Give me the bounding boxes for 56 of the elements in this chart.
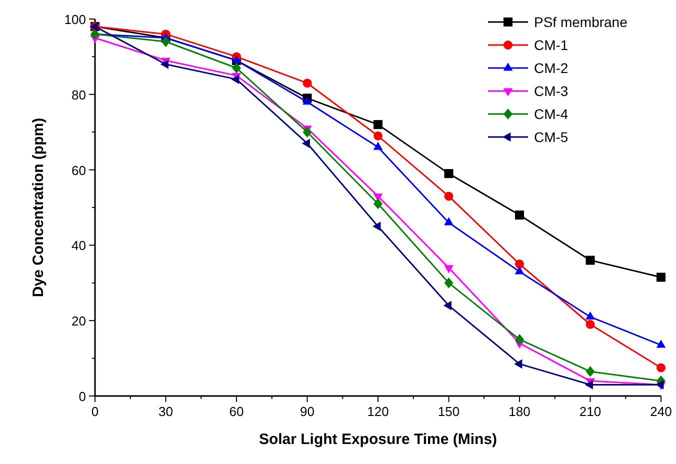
point: [374, 120, 382, 130]
y-tick-label: 80: [72, 87, 86, 102]
y-tick-label: 100: [64, 12, 86, 27]
x-tick-label: 150: [438, 404, 460, 419]
legend-label: CM-5: [534, 129, 568, 145]
point: [302, 138, 310, 148]
point: [302, 78, 312, 88]
point: [302, 96, 312, 105]
point: [444, 265, 454, 274]
point: [372, 222, 381, 232]
legend-label: CM-2: [534, 60, 568, 76]
x-tick-label: 0: [91, 404, 99, 419]
point: [232, 62, 241, 74]
point: [302, 126, 312, 138]
x-tick-label: 90: [300, 404, 314, 419]
point: [444, 169, 454, 178]
y-axis-title: Dye Concentration (ppm): [30, 118, 47, 298]
y-tick-label: 40: [72, 238, 86, 254]
y-tick-label: 20: [72, 314, 86, 329]
point: [586, 256, 595, 265]
legend-label: CM-4: [534, 106, 568, 122]
point: [444, 278, 454, 288]
legend-label: PSf membrane: [534, 14, 628, 30]
legend-label: CM-3: [534, 83, 568, 99]
x-tick-label: 60: [229, 404, 244, 419]
point: [586, 320, 595, 329]
legend-label: CM-1: [534, 37, 568, 53]
point: [514, 359, 522, 369]
point: [586, 366, 595, 377]
x-tick-label: 180: [508, 404, 530, 419]
point: [584, 380, 593, 390]
point: [586, 311, 595, 320]
point: [373, 142, 383, 150]
x-tick-label: 240: [650, 404, 672, 419]
x-tick-label: 210: [579, 404, 602, 419]
point: [444, 217, 454, 226]
point: [160, 60, 168, 69]
point: [656, 272, 666, 282]
point: [231, 74, 240, 84]
point: [515, 334, 524, 345]
point: [374, 131, 382, 140]
point: [514, 266, 524, 274]
y-tick-label: 0: [78, 389, 86, 404]
point: [444, 192, 454, 201]
point: [443, 300, 452, 310]
point: [374, 198, 382, 210]
point: [90, 28, 100, 40]
y-tick-label: 60: [72, 162, 86, 178]
x-tick-label: 120: [367, 404, 389, 419]
point: [515, 210, 524, 220]
point: [656, 340, 666, 348]
point: [515, 260, 524, 269]
point: [656, 363, 666, 372]
x-axis-title: Solar Light Exposure Time (Mins): [258, 431, 498, 448]
x-tick-label: 30: [158, 404, 173, 419]
point: [161, 36, 170, 48]
